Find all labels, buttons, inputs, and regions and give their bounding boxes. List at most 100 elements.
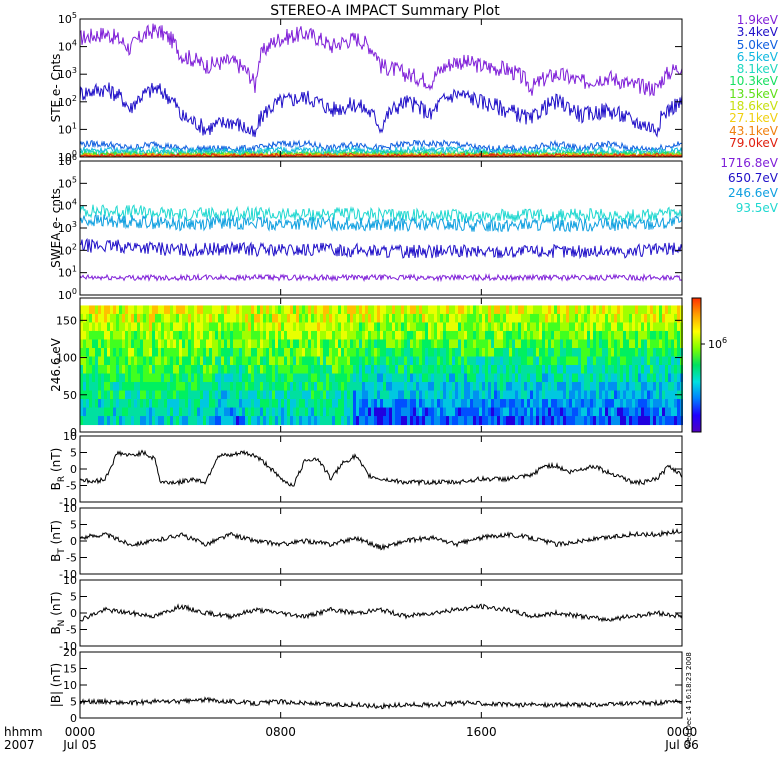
heatmap-cell <box>242 407 245 417</box>
heatmap-cell <box>365 365 368 375</box>
legend-entry: 246.6eV <box>728 186 778 200</box>
heatmap-cell <box>188 330 191 340</box>
heatmap-cell <box>293 339 296 349</box>
heatmap-cell <box>593 373 596 383</box>
heatmap-cell <box>563 416 566 426</box>
heatmap-cell <box>92 339 95 349</box>
heatmap-cell <box>404 416 407 426</box>
heatmap-cell <box>422 365 425 375</box>
heatmap-cell <box>470 339 473 349</box>
heatmap-cell <box>275 339 278 349</box>
heatmap-cell <box>467 356 470 366</box>
heatmap-cell <box>173 407 176 417</box>
heatmap-cell <box>674 407 677 417</box>
heatmap-cell <box>302 407 305 417</box>
heatmap-cell <box>443 356 446 366</box>
heatmap-cell <box>257 390 260 400</box>
heatmap-cell <box>131 382 134 392</box>
heatmap-cell <box>92 313 95 323</box>
heatmap-cell <box>470 347 473 357</box>
heatmap-cell <box>230 390 233 400</box>
panel-6-frame <box>79 579 683 647</box>
heatmap-cell <box>371 365 374 375</box>
heatmap-cell <box>293 399 296 409</box>
heatmap-cell <box>293 313 296 323</box>
heatmap-cell <box>458 322 461 332</box>
heatmap-cell <box>254 305 257 315</box>
heatmap-cell <box>266 382 269 392</box>
heatmap-cell <box>347 356 350 366</box>
heatmap-cell <box>677 399 680 409</box>
heatmap-cell <box>623 382 626 392</box>
heatmap-cell <box>293 416 296 426</box>
heatmap-cell <box>170 407 173 417</box>
heatmap-cell <box>380 390 383 400</box>
heatmap-cell <box>311 365 314 375</box>
heatmap-cell <box>515 416 518 426</box>
heatmap-cell <box>308 390 311 400</box>
heatmap-cell <box>401 330 404 340</box>
heatmap-cell <box>401 356 404 366</box>
heatmap-cell <box>248 347 251 357</box>
panel-2-ytick-label: 102 <box>58 242 77 257</box>
heatmap-cell <box>245 399 248 409</box>
heatmap-cell <box>209 399 212 409</box>
heatmap-cell <box>452 407 455 417</box>
heatmap-cell <box>167 322 170 332</box>
heatmap-cell <box>80 373 83 383</box>
heatmap-cell <box>197 322 200 332</box>
heatmap-cell <box>626 365 629 375</box>
heatmap-cell <box>395 305 398 315</box>
heatmap-cell <box>224 407 227 417</box>
heatmap-cell <box>347 382 350 392</box>
heatmap-cell <box>557 365 560 375</box>
heatmap-cell <box>149 313 152 323</box>
heatmap-cell <box>137 339 140 349</box>
heatmap-cell <box>674 305 677 315</box>
heatmap-cell <box>464 382 467 392</box>
heatmap-cell <box>605 365 608 375</box>
heatmap-cell <box>89 313 92 323</box>
heatmap-cell <box>401 407 404 417</box>
heatmap-cell <box>593 407 596 417</box>
heatmap-cell <box>437 330 440 340</box>
heatmap-cell <box>590 390 593 400</box>
heatmap-cell <box>587 373 590 383</box>
heatmap-cell <box>164 407 167 417</box>
heatmap-cell <box>239 356 242 366</box>
panel-3-ytick-label: 150 <box>56 314 77 327</box>
heatmap-cell <box>314 382 317 392</box>
heatmap-cell <box>110 313 113 323</box>
heatmap-cell <box>638 416 641 426</box>
heatmap-cell <box>422 322 425 332</box>
heatmap-cell <box>416 356 419 366</box>
heatmap-cell <box>176 373 179 383</box>
heatmap-cell <box>623 399 626 409</box>
heatmap-cell <box>503 399 506 409</box>
heatmap-cell <box>224 399 227 409</box>
heatmap-cell <box>137 416 140 426</box>
heatmap-cell <box>386 373 389 383</box>
panel-4-ytick-label: -5 <box>66 480 77 493</box>
heatmap-cell <box>278 373 281 383</box>
heatmap-cell <box>614 390 617 400</box>
heatmap-cell <box>554 322 557 332</box>
heatmap-cell <box>365 330 368 340</box>
heatmap-cell <box>428 347 431 357</box>
heatmap-cell <box>542 365 545 375</box>
heatmap-cell <box>209 365 212 375</box>
heatmap-cell <box>293 322 296 332</box>
heatmap-cell <box>401 313 404 323</box>
heatmap-cell <box>494 390 497 400</box>
heatmap-cell <box>119 313 122 323</box>
heatmap-cell <box>269 407 272 417</box>
heatmap-cell <box>239 407 242 417</box>
heatmap-cell <box>650 322 653 332</box>
heatmap-cell <box>320 416 323 426</box>
legend-entry: 8.1keV <box>736 62 778 77</box>
heatmap-cell <box>647 373 650 383</box>
heatmap-cell <box>242 356 245 366</box>
heatmap-cell <box>302 347 305 357</box>
heatmap-cell <box>116 390 119 400</box>
heatmap-cell <box>167 390 170 400</box>
